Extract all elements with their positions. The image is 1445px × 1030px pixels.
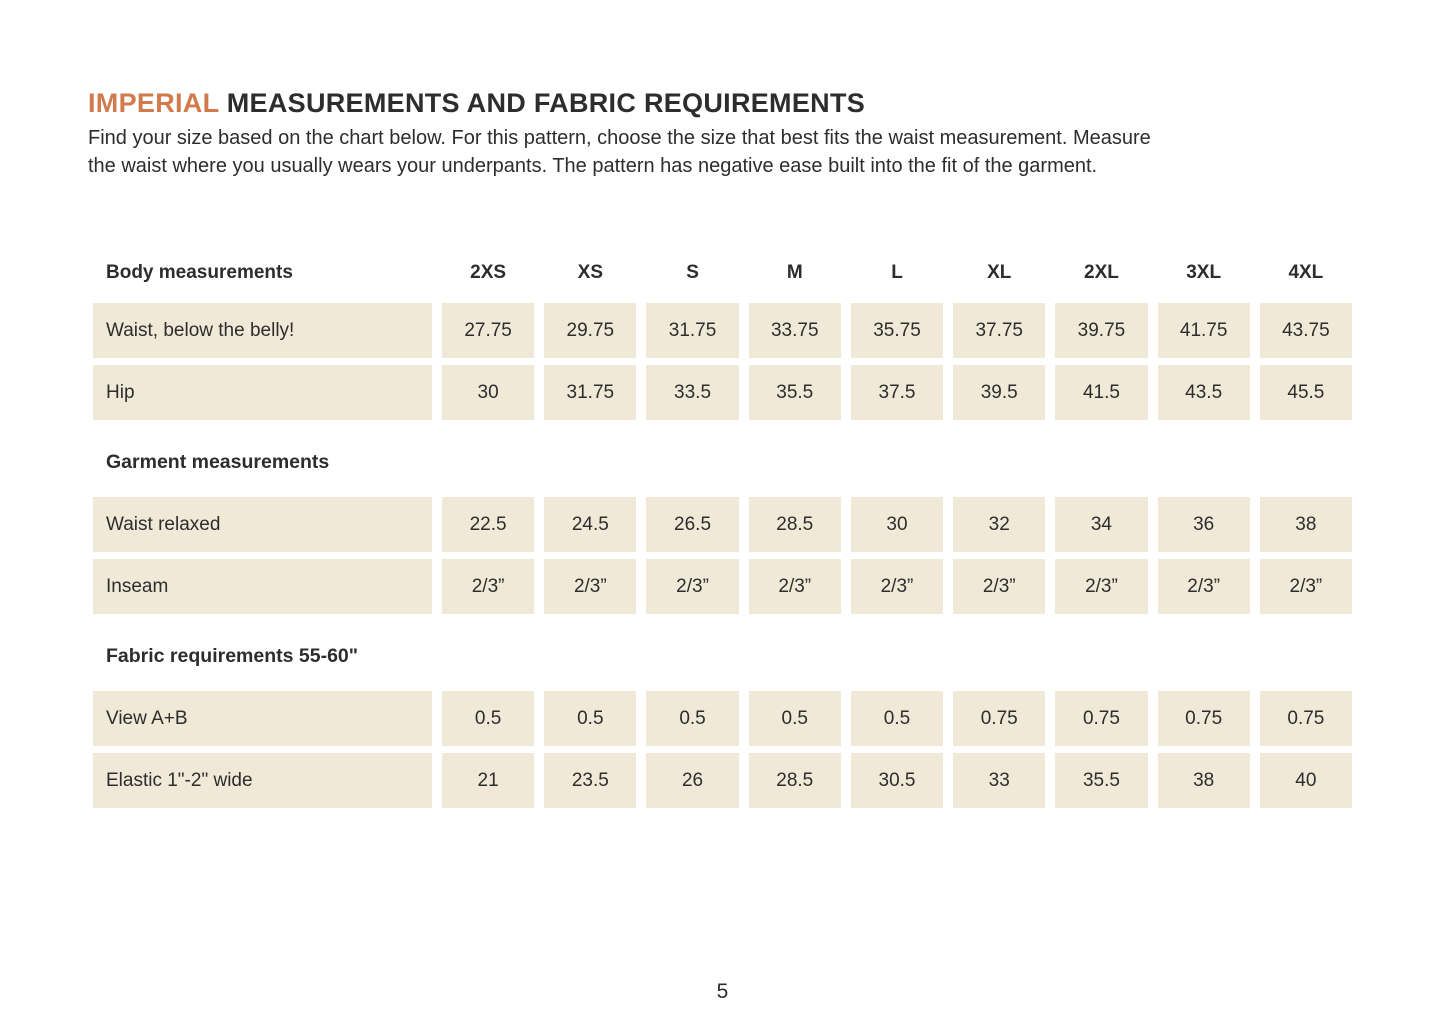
value-cell: 0.75 <box>1259 691 1352 746</box>
value-cell: 2/3” <box>953 559 1046 614</box>
column-header-size-2xs: 2XS <box>470 261 507 283</box>
value-cell: 0.75 <box>1055 691 1148 746</box>
title-rest: MEASUREMENTS AND FABRIC REQUIREMENTS <box>226 88 866 118</box>
value-cell: 21 <box>442 753 535 808</box>
table-row: Waist, below the belly! 27.75 29.75 31.75 33… <box>93 303 1352 358</box>
section-header: Fabric requirements 55-60" <box>106 644 359 667</box>
section-header: Garment measurements <box>106 450 330 473</box>
table-row: Waist relaxed 22.5 24.5 26.5 28.5 30 32 34 36 38 <box>93 497 1352 552</box>
value-cell: 27.75 <box>442 303 535 358</box>
value-cell: 30 <box>442 365 535 420</box>
column-header-size-s: S <box>686 261 699 283</box>
value-cell: 33 <box>953 753 1046 808</box>
size-table: Body measurements 2XS XS S M L XL 2XL 3XL 4XL Wais… <box>93 250 1352 815</box>
value-cell: 0.5 <box>544 691 637 746</box>
value-cell: 34 <box>1055 497 1148 552</box>
value-cell: 33.75 <box>748 303 841 358</box>
value-cell: 43.5 <box>1157 365 1250 420</box>
value-cell: 40 <box>1259 753 1352 808</box>
value-cell: 2/3” <box>646 559 739 614</box>
column-header-size-xs: XS <box>577 261 603 283</box>
value-cell: 0.5 <box>850 691 944 746</box>
value-cell: 2/3” <box>748 559 841 614</box>
value-cell: 2/3” <box>442 559 535 614</box>
value-cell: 41.75 <box>1157 303 1250 358</box>
title-highlight: IMPERIAL <box>88 88 219 118</box>
column-header-body-measurements: Body measurements <box>106 261 293 283</box>
value-cell: 35.75 <box>850 303 944 358</box>
value-cell: 36 <box>1157 497 1250 552</box>
value-cell: 38 <box>1259 497 1352 552</box>
value-cell: 2/3” <box>544 559 637 614</box>
value-cell: 0.5 <box>442 691 535 746</box>
value-cell: 0.5 <box>646 691 739 746</box>
value-cell: 29.75 <box>544 303 637 358</box>
row-label: Waist, below the belly! <box>93 303 432 358</box>
value-cell: 22.5 <box>442 497 535 552</box>
row-label: View A+B <box>93 691 432 746</box>
value-cell: 30 <box>850 497 944 552</box>
value-cell: 0.75 <box>953 691 1046 746</box>
value-cell: 37.5 <box>850 365 944 420</box>
intro-paragraph: Find your size based on the chart below.… <box>88 124 1151 180</box>
column-header-size-3xl: 3XL <box>1186 261 1222 283</box>
value-cell: 28.5 <box>748 753 841 808</box>
value-cell: 38 <box>1157 753 1250 808</box>
column-header-size-m: M <box>786 261 803 283</box>
value-cell: 2/3” <box>1259 559 1352 614</box>
row-label: Hip <box>93 365 432 420</box>
value-cell: 0.75 <box>1157 691 1250 746</box>
page-number: 5 <box>716 980 729 1003</box>
intro-line-2: the waist where you usually wears your u… <box>88 155 1098 177</box>
value-cell: 2/3” <box>1157 559 1250 614</box>
column-header-size-2xl: 2XL <box>1084 261 1119 283</box>
value-cell: 39.75 <box>1055 303 1148 358</box>
value-cell: 26.5 <box>646 497 739 552</box>
value-cell: 26 <box>646 753 739 808</box>
value-cell: 31.75 <box>646 303 739 358</box>
value-cell: 37.75 <box>953 303 1046 358</box>
value-cell: 2/3” <box>1055 559 1148 614</box>
table-row: Hip 30 31.75 33.5 35.5 37.5 39.5 41.5 43.5 45.5 <box>93 365 1352 420</box>
value-cell: 23.5 <box>544 753 637 808</box>
column-header-size-4xl: 4XL <box>1288 261 1324 283</box>
value-cell: 41.5 <box>1055 365 1148 420</box>
table-row: Inseam 2/3” 2/3” 2/3” 2/3” 2/3” 2/3” 2/3” 2/3” 2/… <box>93 559 1352 614</box>
value-cell: 33.5 <box>646 365 739 420</box>
row-label: Elastic 1"-2" wide <box>93 753 432 808</box>
value-cell: 31.75 <box>544 365 637 420</box>
value-cell: 2/3” <box>850 559 944 614</box>
row-label: Inseam <box>93 559 432 614</box>
column-header-size-xl: XL <box>987 261 1012 283</box>
table-row: View A+B 0.5 0.5 0.5 0.5 0.5 0.75 0.75 0.75 0.75 <box>93 691 1352 746</box>
value-cell: 45.5 <box>1259 365 1352 420</box>
row-label: Waist relaxed <box>93 497 432 552</box>
value-cell: 39.5 <box>953 365 1046 420</box>
value-cell: 35.5 <box>1055 753 1148 808</box>
intro-line-1: Find your size based on the chart below.… <box>88 127 1151 149</box>
value-cell: 35.5 <box>748 365 841 420</box>
table-header-row: Body measurements 2XS XS S M L XL 2XL 3XL 4XL <box>93 250 1352 295</box>
value-cell: 0.5 <box>748 691 841 746</box>
value-cell: 24.5 <box>544 497 637 552</box>
page-title: IMPERIAL MEASUREMENTS AND FABRIC REQUIRE… <box>88 88 865 119</box>
value-cell: 30.5 <box>850 753 944 808</box>
value-cell: 32 <box>953 497 1046 552</box>
column-header-size-l: L <box>891 261 903 283</box>
value-cell: 28.5 <box>748 497 841 552</box>
value-cell: 43.75 <box>1259 303 1352 358</box>
table-row: Elastic 1"-2" wide 21 23.5 26 28.5 30.5 33 35.5… <box>93 753 1352 808</box>
